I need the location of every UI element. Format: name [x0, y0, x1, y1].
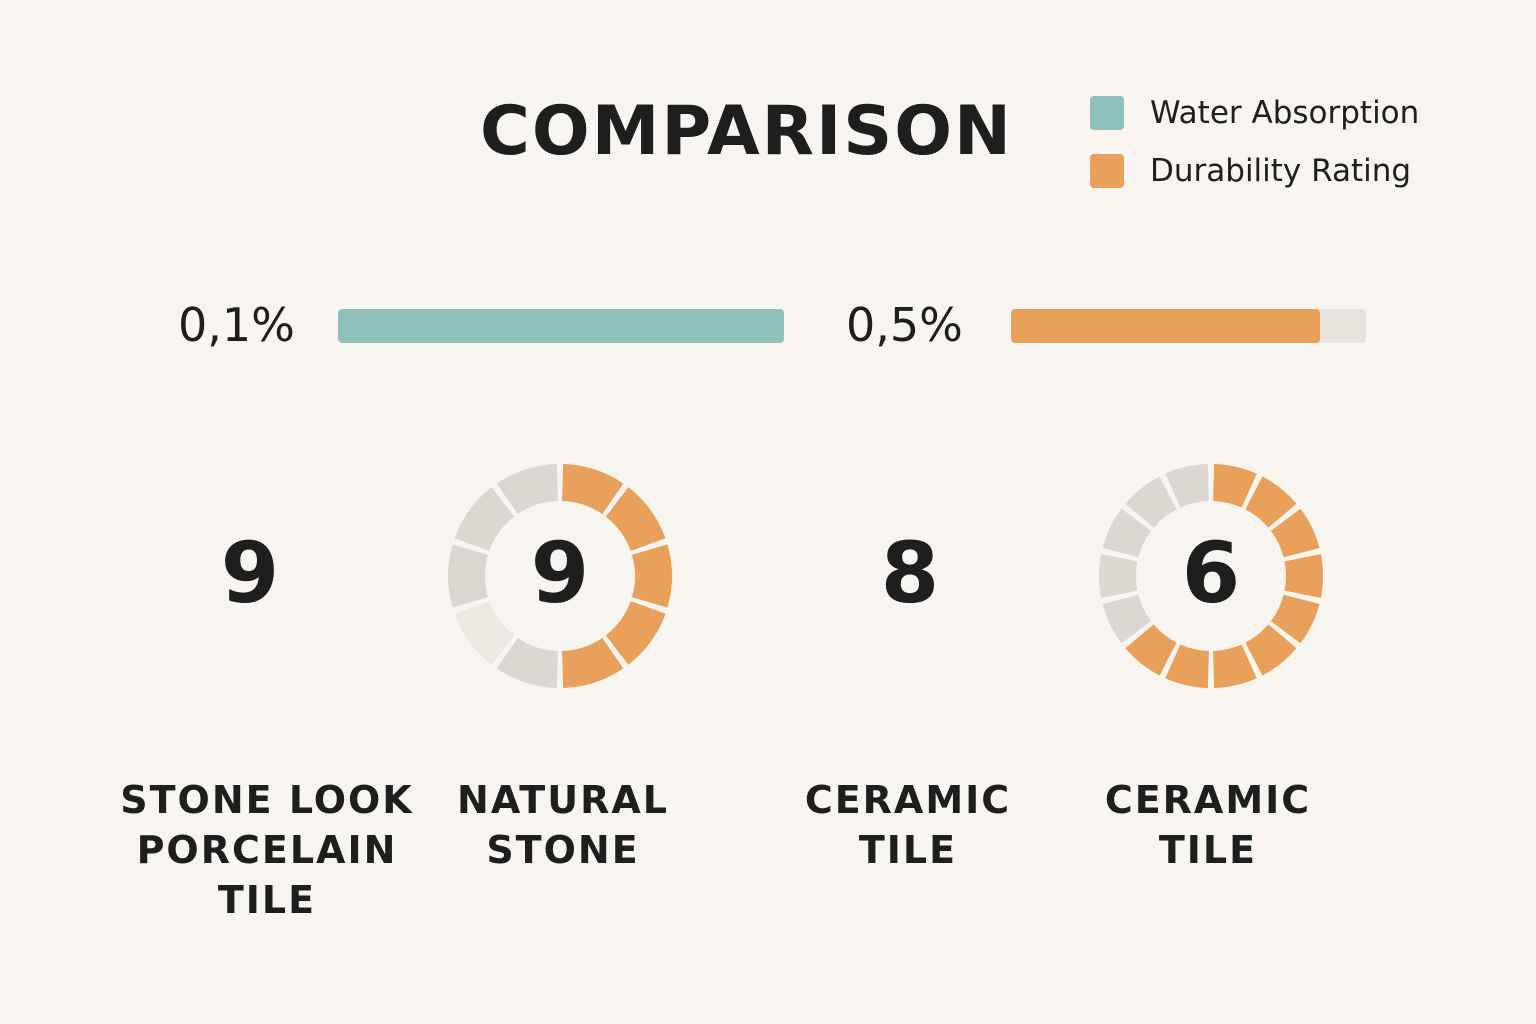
- donut-segment-filled: [1270, 594, 1320, 644]
- donut-segment-empty: [454, 487, 515, 551]
- donut-segment-empty: [1165, 464, 1209, 508]
- bar-fill-water-absorption: [338, 309, 784, 343]
- rating-value-stone-look-porcelain: 9: [220, 524, 280, 622]
- bar-value-water-absorption: 0,1%: [178, 298, 295, 352]
- donut-segment-empty: [1099, 554, 1138, 598]
- donut-segment-filled: [1213, 464, 1257, 508]
- legend-item-water-absorption: Water Absorption: [1090, 95, 1490, 131]
- donut-segment-empty: [448, 544, 489, 608]
- donut-segment-filled: [1284, 554, 1323, 598]
- legend: Water Absorption Durability Rating: [1090, 95, 1490, 212]
- donut-segment-filled: [631, 544, 672, 608]
- category-label-ceramic-tile-1: CERAMIC TILE: [804, 778, 1012, 872]
- donut-ceramic-tile: [1099, 464, 1323, 688]
- donut-segment-filled: [1270, 508, 1320, 558]
- legend-item-durability-rating: Durability Rating: [1090, 153, 1490, 189]
- rating-value-ceramic-tile-1: 8: [880, 524, 940, 622]
- category-label-ceramic-tile-2: CERAMIC TILE: [1104, 778, 1312, 872]
- category-label-natural-stone: NATURAL STONE: [457, 778, 669, 872]
- category-label-stone-look-porcelain: STONE LOOK PORCELAIN TILE: [120, 778, 414, 922]
- legend-swatch-water-absorption: [1090, 96, 1124, 130]
- donut-segment-filled: [562, 464, 624, 515]
- donut-segment-filled: [605, 487, 666, 551]
- donut-segment-filled: [605, 601, 666, 665]
- bar-value-durability-rating: 0,5%: [846, 298, 963, 352]
- legend-swatch-durability-rating: [1090, 154, 1124, 188]
- donut-segment-empty: [454, 601, 515, 665]
- donut-segment-filled: [1165, 644, 1209, 688]
- donut-segment-filled: [1245, 624, 1297, 676]
- donut-segment-filled: [1213, 644, 1257, 688]
- rating-value-natural-stone: 9: [530, 524, 590, 622]
- legend-label-durability-rating: Durability Rating: [1150, 153, 1412, 189]
- donut-segment-empty: [496, 464, 558, 515]
- donut-segment-empty: [496, 637, 558, 688]
- bar-track-durability-rating: [1011, 309, 1366, 343]
- bar-fill-durability-rating: [1011, 309, 1320, 343]
- donut-segment-filled: [1245, 476, 1297, 528]
- donut-natural-stone: [448, 464, 672, 688]
- donut-segment-empty: [1125, 476, 1177, 528]
- donut-segment-filled: [562, 637, 624, 688]
- rating-value-ceramic-tile-2: 6: [1181, 524, 1241, 622]
- donut-segment-empty: [1102, 508, 1152, 558]
- chart-title: COMPARISON: [480, 92, 1013, 171]
- legend-label-water-absorption: Water Absorption: [1150, 95, 1420, 131]
- donut-segment-filled: [1125, 624, 1177, 676]
- bar-track-water-absorption: [338, 309, 784, 343]
- donut-segment-empty: [1102, 594, 1152, 644]
